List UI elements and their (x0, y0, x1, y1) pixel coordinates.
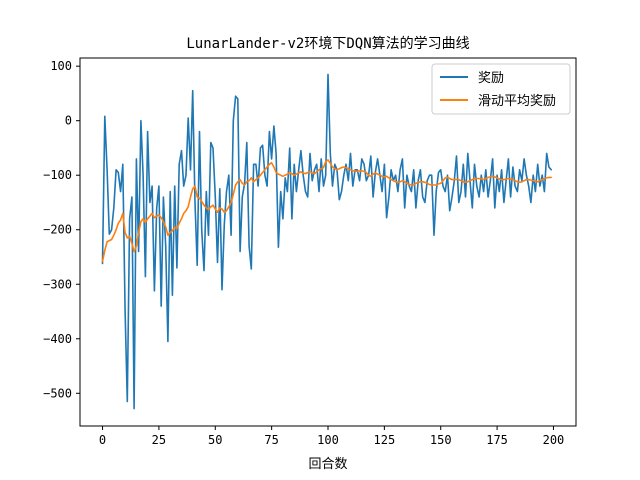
legend-label-moving-average: 滑动平均奖励 (478, 94, 556, 109)
y-tick-label: 100 (50, 59, 72, 73)
x-tick-label: 100 (317, 433, 339, 447)
y-tick-label: −100 (43, 168, 72, 182)
legend-label-reward: 奖励 (478, 71, 504, 86)
x-axis-ticks: 0 25 50 75 100 125 150 175 200 (99, 426, 564, 447)
y-tick-label: −200 (43, 223, 72, 237)
y-tick-label: −400 (43, 332, 72, 346)
legend: 奖励 滑动平均奖励 (431, 63, 571, 115)
x-tick-label: 175 (486, 433, 508, 447)
y-tick-label: −300 (43, 277, 72, 291)
x-tick-label: 200 (543, 433, 565, 447)
chart-title: LunarLander-v2环境下DQN算法的学习曲线 (186, 36, 469, 52)
plot-area: 0 25 50 75 100 125 150 175 200 100 0 −100 −200 −300 −… (43, 57, 577, 447)
y-tick-label: −500 (43, 386, 72, 400)
series-line-moving-average (101, 159, 553, 263)
x-tick-label: 25 (152, 433, 166, 447)
y-tick-label: 0 (65, 114, 72, 128)
x-tick-label: 150 (430, 433, 452, 447)
y-axis-ticks: 100 0 −100 −200 −300 −400 −500 (43, 59, 80, 400)
x-tick-label: 50 (208, 433, 222, 447)
series-line-reward (101, 73, 553, 410)
x-tick-label: 125 (374, 433, 396, 447)
x-tick-label: 75 (264, 433, 278, 447)
series-layer (101, 73, 553, 410)
x-axis-label: 回合数 (308, 457, 347, 472)
x-tick-label: 0 (99, 433, 106, 447)
